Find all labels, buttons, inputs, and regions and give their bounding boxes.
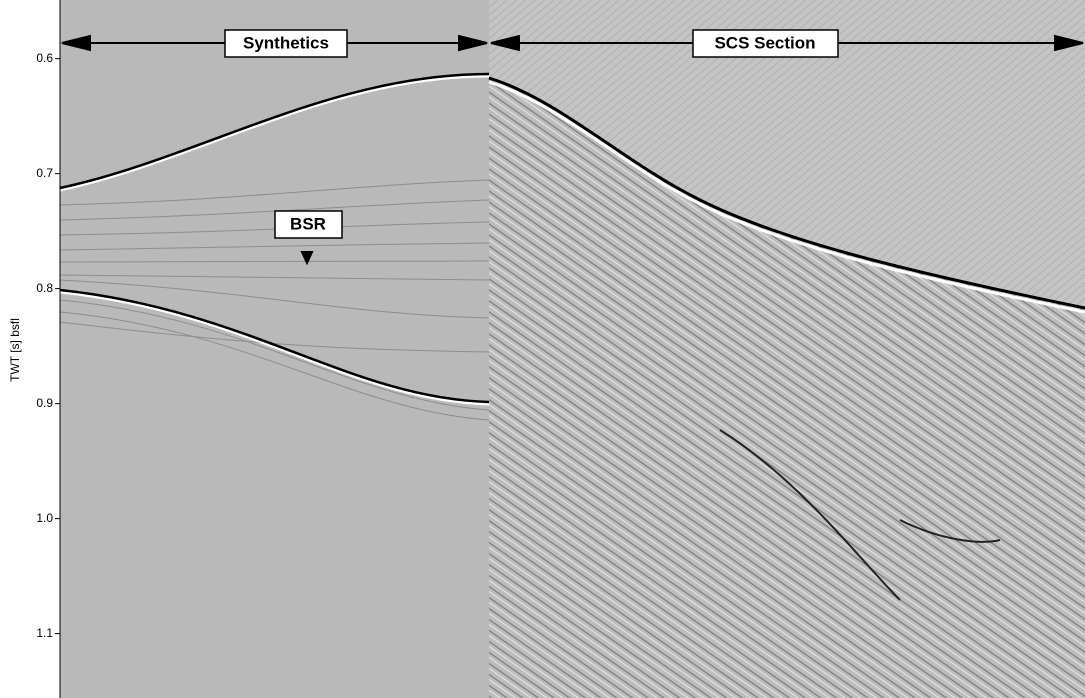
y-tick-label: 0.8 (36, 281, 53, 295)
y-tick-label: 1.1 (36, 626, 53, 640)
y-axis-label: TWT [s] bsfl (8, 318, 22, 382)
chart: Synthetics SCS Section BSR TWT [s] bsfl … (0, 0, 1085, 698)
synthetics-panel (60, 0, 489, 698)
scs-section-panel (489, 0, 1085, 698)
page: {"chart_data": {"type": "seismic-section… (0, 0, 1085, 698)
y-tick-label: 0.7 (36, 166, 53, 180)
y-tick-label: 0.9 (36, 396, 53, 410)
annotation: BSR (290, 214, 326, 233)
annotation: SCS Section (714, 33, 815, 52)
annotation: Synthetics (243, 33, 329, 52)
y-tick-label: 0.6 (36, 51, 53, 65)
y-tick-label: 1.0 (36, 511, 53, 525)
